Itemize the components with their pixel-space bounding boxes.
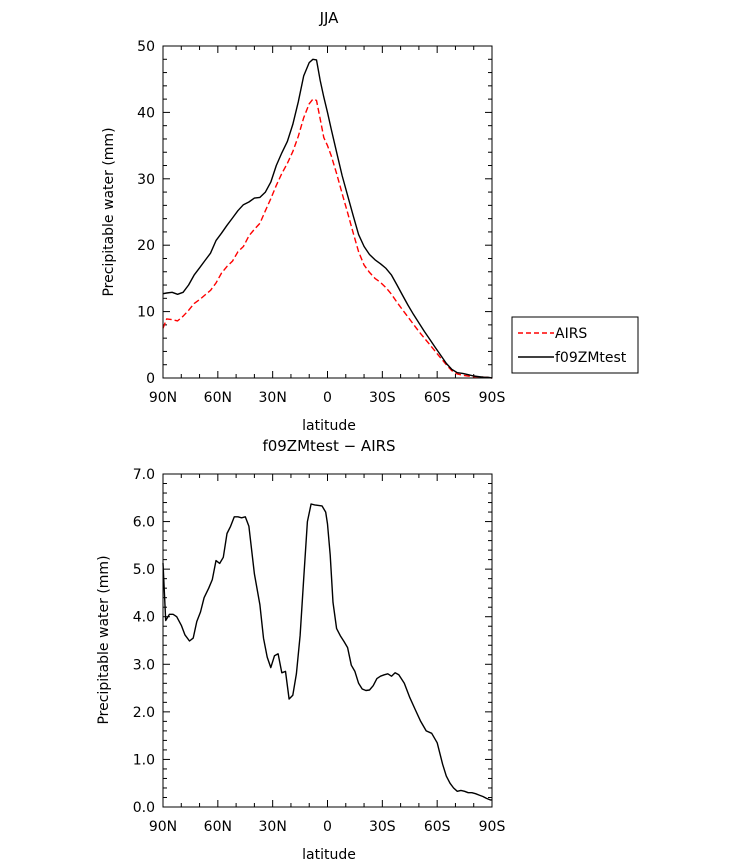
difference-panel: f09ZMtest − AIRS 90N 60N 30N 0 30S 60S 90S 0.0 1…	[96, 437, 505, 863]
series-line-f09zmtest	[162, 58, 493, 379]
x-tick-label-60n: 60N	[204, 819, 232, 835]
y-tick-label-40: 40	[137, 105, 155, 121]
y-tick-label-7-0: 7.0	[133, 467, 155, 483]
y-tick-label-0-0: 0.0	[133, 800, 155, 816]
y-axis-label: Precipitable water (mm)	[96, 555, 112, 724]
x-tick-label-90n: 90N	[149, 390, 177, 406]
x-tick-label-0: 0	[323, 819, 332, 835]
chart-title: f09ZMtest − AIRS	[262, 437, 395, 455]
legend-box	[511, 316, 639, 374]
y-tick-label-30: 30	[137, 172, 155, 188]
x-tick-label-60n: 60N	[204, 390, 232, 406]
x-tick-label-90s: 90S	[479, 819, 506, 835]
series-line-difference	[162, 503, 492, 801]
y-tick-label-5-0: 5.0	[133, 562, 155, 578]
legend: AIRS f09ZMtest	[511, 316, 639, 374]
y-tick-label-2-0: 2.0	[133, 705, 155, 721]
precipitable-water-panel: JJA 90N 60N 30N 0 30S 60S 90S 0 10 20 30 40 50 latit…	[101, 9, 505, 434]
y-tick-label-4-0: 4.0	[133, 610, 155, 626]
x-tick-label-30s: 30S	[369, 390, 396, 406]
x-tick-label-0: 0	[323, 390, 332, 406]
y-tick-label-3-0: 3.0	[133, 657, 155, 673]
y-tick-label-50: 50	[137, 39, 155, 55]
chart-title: JJA	[319, 9, 340, 27]
plot-frame	[162, 45, 493, 379]
y-tick-label-1-0: 1.0	[133, 752, 155, 768]
x-axis-label: latitude	[302, 418, 356, 434]
y-tick-label-6-0: 6.0	[133, 515, 155, 531]
x-tick-label-30n: 30N	[259, 390, 287, 406]
legend-label-f09zmtest: f09ZMtest	[555, 350, 627, 366]
y-tick-label-20: 20	[137, 238, 155, 254]
x-tick-label-30n: 30N	[259, 819, 287, 835]
series-line-airs	[162, 98, 493, 379]
y-tick-label-10: 10	[137, 305, 155, 321]
y-axis-label: Precipitable water (mm)	[101, 127, 117, 296]
y-tick-label-0: 0	[146, 371, 155, 387]
x-axis-label: latitude	[302, 847, 356, 863]
x-tick-label-60s: 60S	[424, 390, 451, 406]
x-tick-label-90n: 90N	[149, 819, 177, 835]
legend-label-airs: AIRS	[555, 326, 587, 342]
plot-frame	[162, 473, 493, 808]
x-tick-label-60s: 60S	[424, 819, 451, 835]
x-tick-label-90s: 90S	[479, 390, 506, 406]
x-tick-label-30s: 30S	[369, 819, 396, 835]
